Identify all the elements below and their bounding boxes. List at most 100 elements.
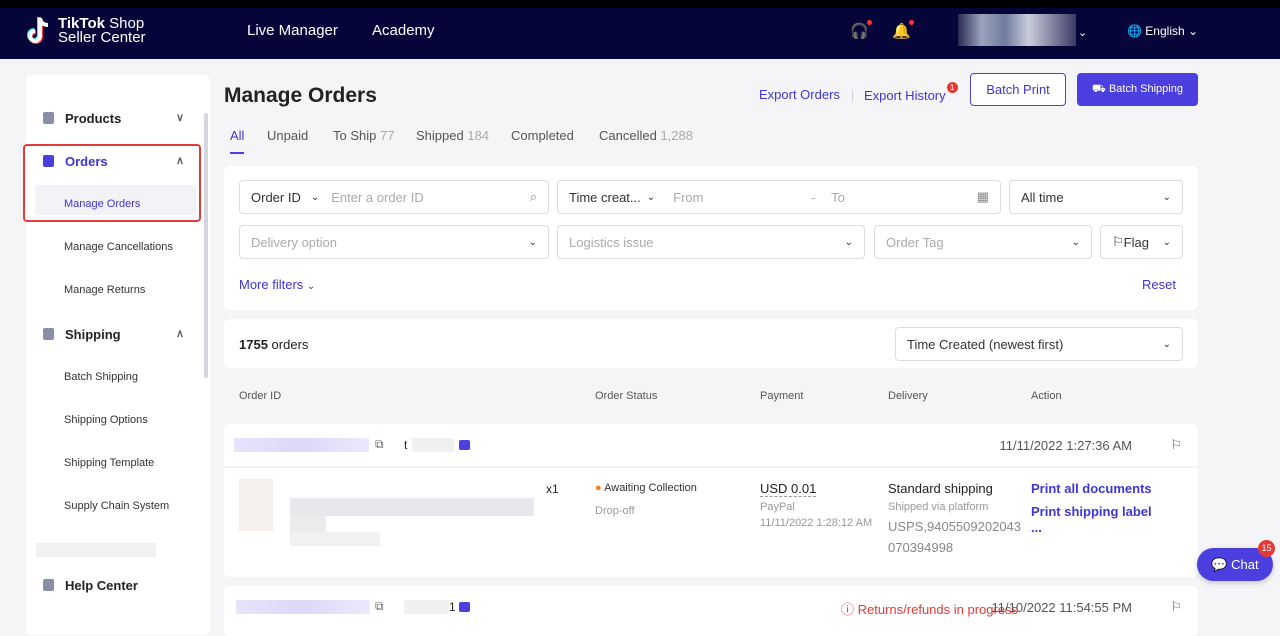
flag-select[interactable]: ⚐ Flag ⌄ [1100, 225, 1183, 259]
bell-notification-icon[interactable]: 🔔 [892, 20, 914, 40]
tab-label: Cancelled [599, 128, 657, 143]
logistics-issue-select[interactable]: Logistics issue ⌄ [557, 225, 865, 259]
order-tag-select[interactable]: Order Tag ⌄ [874, 225, 1092, 259]
tab-label: To Ship [333, 128, 377, 143]
tab-all[interactable]: All [230, 128, 245, 143]
tab-to-ship[interactable]: To Ship 77 [333, 128, 394, 143]
logistics-placeholder: Logistics issue [569, 234, 654, 250]
flag-label: Flag [1123, 234, 1149, 250]
copy-icon[interactable]: ⧉ [375, 599, 384, 613]
headset-support-icon[interactable]: 🎧 [850, 20, 872, 40]
chat-button[interactable]: 💬 Chat 15 [1197, 540, 1275, 581]
chevron-down-icon: ⌄ [1162, 338, 1171, 350]
order-id-blurred[interactable] [234, 438, 369, 452]
sidebar-item-manage-cancellations[interactable]: Manage Cancellations [64, 241, 173, 253]
tab-completed[interactable]: Completed [511, 128, 574, 143]
divider [224, 466, 1198, 468]
bookmark-icon[interactable]: ⚐ [1170, 599, 1182, 614]
chat-bubble-icon: 💬 [1211, 557, 1228, 572]
quantity: x1 [546, 482, 559, 496]
from-date-input[interactable]: From [673, 189, 704, 205]
sidebar-item-supply-chain[interactable]: Supply Chain System [64, 500, 170, 512]
alert-icon: ⓘ [841, 602, 855, 617]
reset-button[interactable]: Reset [1142, 277, 1176, 292]
tab-cancelled[interactable]: Cancelled 1,288 [599, 128, 693, 143]
order-id-input[interactable]: Enter a order ID [331, 189, 424, 205]
chevron-down-icon: ⌄ [528, 236, 537, 248]
chat-message-icon[interactable] [459, 440, 470, 450]
more-filters-button[interactable]: More filters ⌄ [239, 277, 315, 292]
copy-icon[interactable]: ⧉ [375, 437, 384, 451]
bookmark-icon[interactable]: ⚐ [1170, 437, 1182, 452]
chat-message-icon[interactable] [459, 602, 470, 612]
export-orders-link[interactable]: Export Orders [759, 87, 840, 102]
sort-value: Time Created (newest first) [907, 336, 1064, 352]
product-name-blurred [290, 498, 534, 516]
sidebar-item-shipping-template[interactable]: Shipping Template [64, 457, 155, 469]
alert-label: Returns/refunds in progress [857, 602, 1019, 617]
print-all-documents-link[interactable]: Print all documents [1031, 481, 1152, 496]
sidebar-label: Shipping [65, 327, 121, 342]
sidebar-item-manage-returns[interactable]: Manage Returns [64, 284, 146, 296]
status-dot: ● [595, 482, 602, 494]
sort-select[interactable]: Time Created (newest first) ⌄ [895, 327, 1183, 361]
status-label: Awaiting Collection [604, 482, 697, 494]
date-dash: - [811, 189, 816, 205]
tab-indicator [230, 152, 244, 154]
returns-alert[interactable]: ⓘ Returns/refunds in progress [841, 599, 1018, 618]
order-id-select[interactable]: Order ID [251, 189, 301, 205]
delivery-option-select[interactable]: Delivery option ⌄ [239, 225, 549, 259]
sidebar-item-batch-shipping[interactable]: Batch Shipping [64, 371, 138, 383]
sidebar-item-manage-orders[interactable]: Manage Orders [64, 198, 141, 210]
time-filter[interactable]: Time creat... ⌄ From - To ▦ [557, 180, 1001, 214]
sidebar-item-shipping-options[interactable]: Shipping Options [64, 414, 148, 426]
sidebar-label: Products [65, 111, 122, 126]
batch-print-button[interactable]: Batch Print [970, 73, 1066, 106]
payment-amount[interactable]: USD 0.01 [760, 481, 817, 497]
chevron-down-icon: ⌄ [844, 236, 853, 248]
time-select[interactable]: Time creat... [569, 189, 641, 205]
logo-text: Shop [109, 15, 145, 32]
batch-shipping-label: Batch Shipping [1108, 83, 1183, 95]
account-avatar[interactable] [958, 14, 1076, 46]
chevron-down-icon: ⌄ [1162, 236, 1171, 248]
more-filters-label: More filters [239, 277, 304, 292]
orders-icon [43, 155, 54, 167]
nav-live-manager[interactable]: Live Manager [247, 22, 338, 39]
product-image[interactable] [239, 479, 273, 531]
calendar-icon[interactable]: ▦ [976, 189, 989, 204]
chevron-down-icon: ⌄ [306, 281, 316, 292]
sidebar-item-help-center[interactable]: Help Center [26, 578, 210, 593]
more-actions-button[interactable]: ... [1031, 520, 1042, 535]
sidebar-scrollbar[interactable] [204, 113, 208, 378]
to-date-input[interactable]: To [831, 189, 845, 205]
order-row: ⧉ 1 ⓘ Returns/refunds in progress 11/10/… [224, 586, 1198, 636]
chevron-down-icon[interactable]: ⌄ [1078, 27, 1088, 39]
sidebar-item-orders[interactable]: Orders ∧ [26, 154, 210, 169]
print-shipping-label-link[interactable]: Print shipping label [1031, 504, 1152, 519]
search-icon[interactable]: ⌕ [529, 189, 537, 204]
chevron-up-icon: ∧ [175, 155, 184, 167]
header: TikTok Shop Seller Center Live Manager Ac… [0, 8, 1280, 59]
tab-shipped[interactable]: Shipped 184 [416, 128, 489, 143]
sidebar-label: Help Center [65, 578, 138, 593]
column-order-id: Order ID [239, 390, 282, 402]
order-status: ● Awaiting Collection [595, 482, 697, 494]
time-range-select[interactable]: All time ⌄ [1009, 180, 1183, 214]
chevron-down-icon: ⌄ [1071, 236, 1080, 248]
help-icon [43, 579, 54, 591]
nav-academy[interactable]: Academy [372, 22, 435, 39]
orders-summary: 1755 orders Time Created (newest first) ⌄ [224, 319, 1198, 368]
language-select[interactable]: 🌐 English ⌄ [1127, 24, 1199, 38]
export-history-link[interactable]: Export History 1 [864, 82, 958, 103]
column-order-status: Order Status [595, 390, 658, 402]
batch-shipping-button[interactable]: ⛟ Batch Shipping [1077, 73, 1198, 106]
buyer-blurred [404, 600, 449, 614]
logo-text: Seller Center [58, 29, 146, 46]
sidebar-item-products[interactable]: Products ∨ [26, 111, 210, 126]
sidebar-item-shipping[interactable]: Shipping ∧ [26, 327, 210, 342]
logo[interactable]: TikTok Shop Seller Center [26, 16, 146, 46]
order-id-blurred[interactable] [236, 600, 370, 614]
order-id-search[interactable]: Order ID ⌄ Enter a order ID ⌕ [239, 180, 549, 214]
tab-unpaid[interactable]: Unpaid [267, 128, 309, 143]
